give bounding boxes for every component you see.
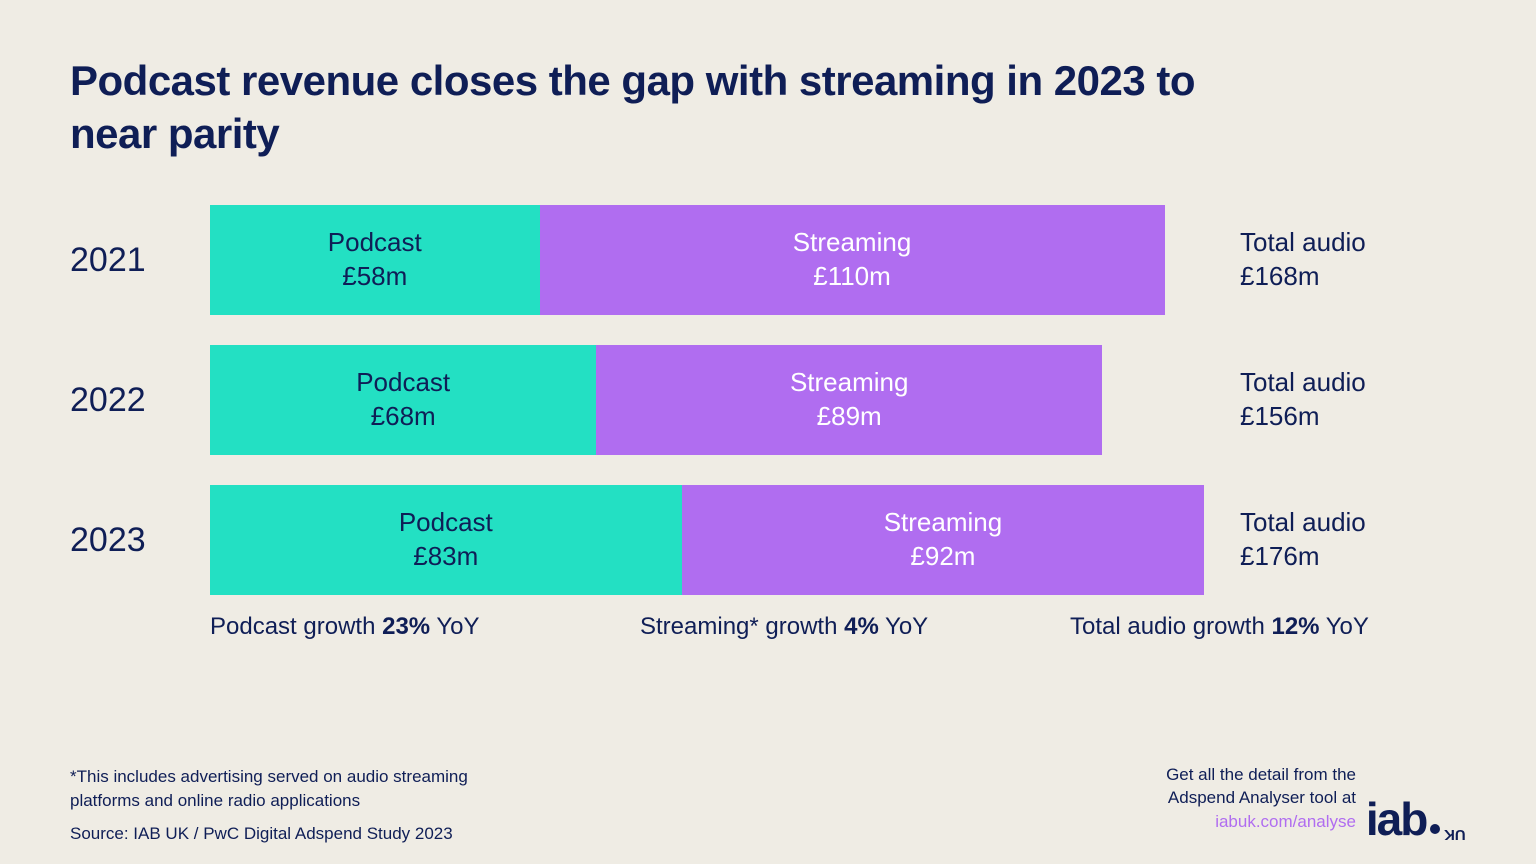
footnote: *This includes advertising served on aud… [70, 765, 490, 814]
segment-value: £83m [413, 540, 478, 574]
logo-suffix: UK [1444, 821, 1466, 842]
segment-label: Streaming [793, 226, 912, 260]
podcast-segment: Podcast £68m [210, 345, 596, 455]
credit-line: Adspend Analyser tool at [1166, 786, 1356, 810]
streaming-segment: Streaming £110m [540, 205, 1165, 315]
segment-value: £89m [817, 400, 882, 434]
total-growth: Total audio growth 12% YoY [1070, 613, 1466, 641]
total-value: £156m [1240, 400, 1466, 434]
growth-prefix: Streaming* growth [640, 613, 844, 640]
segment-label: Streaming [790, 366, 909, 400]
year-label: 2022 [70, 381, 210, 420]
growth-suffix: YoY [1320, 613, 1369, 640]
bar-container: Podcast £83m Streaming £92m [210, 485, 1210, 595]
chart-title: Podcast revenue closes the gap with stre… [70, 55, 1270, 160]
logo-text: iab [1366, 796, 1426, 842]
bar-container: Podcast £58m Streaming £110m [210, 205, 1210, 315]
segment-value: £92m [910, 540, 975, 574]
credit-link: iabuk.com/analyse [1166, 810, 1356, 834]
segment-label: Streaming [884, 506, 1003, 540]
year-label: 2021 [70, 241, 210, 280]
growth-prefix: Podcast growth [210, 613, 382, 640]
bar-container: Podcast £68m Streaming £89m [210, 345, 1210, 455]
streaming-growth: Streaming* growth 4% YoY [640, 613, 1070, 641]
total-label: Total audio £156m [1210, 366, 1466, 434]
podcast-segment: Podcast £58m [210, 205, 540, 315]
year-label: 2023 [70, 521, 210, 560]
credit-line: Get all the detail from the [1166, 763, 1356, 787]
total-label: Total audio £176m [1210, 506, 1466, 574]
bar-row: 2023 Podcast £83m Streaming £92m Total a… [70, 485, 1466, 595]
source-line: Source: IAB UK / PwC Digital Adspend Stu… [70, 824, 453, 844]
streaming-segment: Streaming £89m [596, 345, 1102, 455]
growth-value: 4% [844, 613, 879, 640]
total-label: Total audio £168m [1210, 226, 1466, 294]
growth-suffix: YoY [879, 613, 928, 640]
podcast-segment: Podcast £83m [210, 485, 682, 595]
total-title: Total audio [1240, 366, 1466, 400]
growth-prefix: Total audio growth [1070, 613, 1271, 640]
logo-dot-icon [1430, 824, 1440, 834]
total-value: £168m [1240, 260, 1466, 294]
segment-label: Podcast [356, 366, 450, 400]
total-title: Total audio [1240, 226, 1466, 260]
streaming-segment: Streaming £92m [682, 485, 1205, 595]
segment-label: Podcast [399, 506, 493, 540]
growth-value: 23% [382, 613, 430, 640]
total-title: Total audio [1240, 506, 1466, 540]
total-value: £176m [1240, 540, 1466, 574]
segment-value: £68m [371, 400, 436, 434]
podcast-growth: Podcast growth 23% YoY [210, 613, 640, 641]
iab-logo: iab UK [1366, 796, 1466, 842]
bar-row: 2022 Podcast £68m Streaming £89m Total a… [70, 345, 1466, 455]
credit-block: Get all the detail from the Adspend Anal… [1166, 763, 1356, 834]
growth-value: 12% [1271, 613, 1319, 640]
growth-summary: Podcast growth 23% YoY Streaming* growth… [70, 613, 1466, 641]
growth-suffix: YoY [430, 613, 479, 640]
segment-value: £58m [342, 260, 407, 294]
stacked-bar-chart: 2021 Podcast £58m Streaming £110m Total … [70, 205, 1466, 595]
segment-value: £110m [813, 260, 891, 294]
bar-row: 2021 Podcast £58m Streaming £110m Total … [70, 205, 1466, 315]
segment-label: Podcast [328, 226, 422, 260]
